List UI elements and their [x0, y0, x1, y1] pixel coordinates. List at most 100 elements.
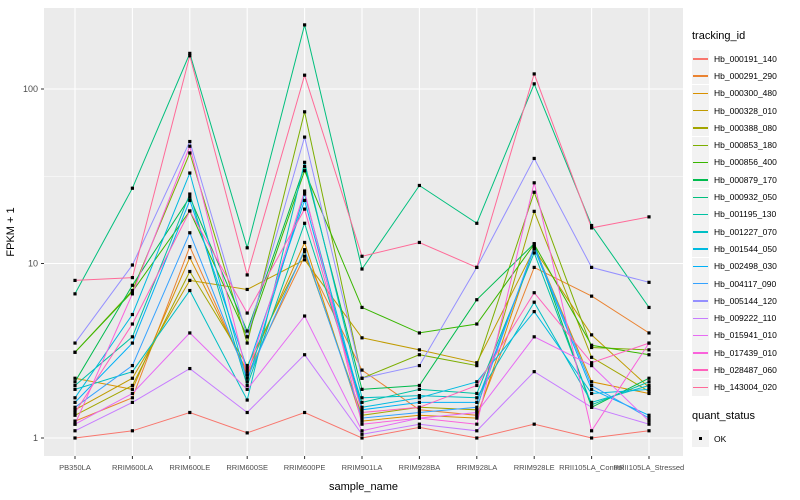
- data-point-Hb_009222_110: [245, 410, 249, 415]
- data-point-Hb_000300_480: [130, 387, 134, 391]
- legend-item-label: Hb_000853_180: [714, 140, 777, 151]
- legend-item-Hb_000853_180: Hb_000853_180: [692, 136, 798, 154]
- data-point-Hb_017439_010: [417, 416, 421, 420]
- data-point-Hb_017439_010: [360, 422, 364, 426]
- data-point-Hb_143004_020: [647, 215, 651, 219]
- legend-title-tracking-id: tracking_id: [692, 30, 746, 42]
- legend-title-quant-status: quant_status: [692, 409, 755, 422]
- data-point-Hb_009222_110: [73, 429, 77, 433]
- data-point-Hb_143004_020: [73, 278, 77, 283]
- data-point-Hb_000291_290: [303, 254, 307, 258]
- data-point-Hb_000932_050: [188, 51, 192, 55]
- legend-key-line-icon: [692, 50, 709, 68]
- data-point-Hb_000191_140: [245, 431, 249, 435]
- data-point-Hb_001227_070: [130, 370, 134, 374]
- x-tick-label: RRIM928LE: [514, 463, 555, 472]
- data-point-Hb_004117_090: [188, 231, 192, 235]
- legend-item-label: Hb_000300_480: [714, 88, 777, 99]
- data-point-Hb_004117_090: [590, 383, 594, 388]
- data-point-Hb_005144_120: [130, 263, 134, 267]
- data-point-Hb_001227_070: [73, 387, 77, 391]
- data-point-Hb_000291_290: [532, 265, 536, 269]
- data-point-Hb_002498_030: [303, 198, 307, 202]
- data-point-Hb_015941_010: [532, 335, 536, 339]
- data-point-Hb_001544_050: [245, 380, 249, 384]
- legend-line-swatch: [693, 300, 708, 302]
- legend-item-Hb_000328_010: Hb_000328_010: [692, 102, 798, 120]
- legend-item-label: Hb_143004_020: [714, 382, 777, 393]
- data-point-Hb_002498_030: [590, 387, 594, 391]
- data-point-Hb_009222_110: [303, 353, 307, 357]
- legend-item-label: Hb_000856_400: [714, 157, 777, 168]
- x-axis-title: sample_name: [329, 481, 398, 493]
- data-point-Hb_000856_400: [360, 305, 364, 310]
- data-point-Hb_028487_060: [532, 291, 536, 295]
- legend-key-line-icon: [692, 119, 709, 137]
- legend-key-line-icon: [692, 240, 709, 258]
- data-point-Hb_001195_130: [532, 251, 536, 255]
- data-point-Hb_001195_130: [647, 380, 651, 384]
- legend-line-swatch: [693, 334, 708, 337]
- legend-item-Hb_000856_400: Hb_000856_400: [692, 153, 798, 171]
- data-point-Hb_000388_080: [590, 355, 594, 359]
- legend-line-swatch: [693, 231, 708, 233]
- data-point-Hb_002498_030: [417, 400, 421, 404]
- legend-line-swatch: [693, 265, 708, 268]
- legend-item-label: Hb_028487_060: [714, 364, 777, 375]
- legend-line-swatch: [693, 196, 708, 198]
- data-point-Hb_009222_110: [532, 370, 536, 374]
- legend-item-Hb_017439_010: Hb_017439_010: [692, 344, 798, 362]
- legend-key-line-icon: [692, 188, 709, 206]
- data-point-Hb_000191_140: [360, 436, 364, 440]
- legend-line-swatch: [693, 75, 708, 77]
- legend-line-swatch: [693, 127, 708, 129]
- data-point-Hb_000328_010: [475, 361, 479, 365]
- data-point-Hb_002498_030: [73, 400, 77, 404]
- y-tick-label: 100: [23, 84, 38, 94]
- data-point-Hb_000300_480: [590, 380, 594, 384]
- data-point-Hb_000388_080: [188, 269, 192, 274]
- data-point-Hb_015941_010: [647, 419, 651, 423]
- legend-key-line-icon: [692, 292, 709, 310]
- x-tick-label: RRIM600SE: [226, 463, 268, 472]
- data-point-Hb_009222_110: [590, 405, 594, 409]
- data-point-Hb_001544_050: [590, 391, 594, 396]
- data-point-Hb_005144_120: [73, 341, 77, 345]
- legend-item-quant-OK: OK: [692, 430, 798, 448]
- legend-item-Hb_015941_010: Hb_015941_010: [692, 326, 798, 344]
- data-point-Hb_000191_140: [417, 425, 421, 430]
- black-square-marker-icon: [699, 437, 703, 441]
- data-point-Hb_015941_010: [188, 331, 192, 335]
- legend-item-label: Hb_000191_140: [714, 53, 777, 64]
- data-point-Hb_015941_010: [303, 314, 307, 318]
- data-point-Hb_000879_170: [73, 380, 77, 384]
- data-point-Hb_005144_120: [188, 139, 192, 144]
- data-point-Hb_000879_170: [417, 383, 421, 388]
- data-point-Hb_001544_050: [360, 405, 364, 409]
- y-axis-title: FPKM + 1: [5, 207, 17, 256]
- data-point-Hb_001195_130: [188, 192, 192, 196]
- data-point-Hb_000328_010: [130, 376, 134, 380]
- data-point-Hb_000856_400: [130, 290, 134, 294]
- legend-key-line-icon: [692, 344, 709, 362]
- data-point-Hb_000856_400: [73, 350, 77, 354]
- legend-item-Hb_143004_020: Hb_143004_020: [692, 378, 798, 396]
- legend-key-line-icon: [692, 361, 709, 379]
- legend-item-label: Hb_004117_090: [714, 278, 777, 289]
- data-point-Hb_015941_010: [475, 410, 479, 415]
- data-point-Hb_004117_090: [73, 405, 77, 409]
- legend-line-swatch: [693, 248, 708, 250]
- x-tick-label: RRIM600LE: [169, 463, 210, 472]
- data-point-Hb_009222_110: [417, 422, 421, 426]
- data-point-Hb_017439_010: [303, 189, 307, 193]
- data-point-Hb_000388_080: [303, 250, 307, 254]
- data-point-Hb_000879_170: [245, 329, 249, 333]
- data-point-Hb_000853_180: [647, 348, 651, 352]
- data-point-Hb_000856_400: [475, 322, 479, 326]
- data-point-Hb_000300_480: [647, 391, 651, 396]
- legend-line-swatch: [693, 58, 708, 60]
- legend-key-line-icon: [692, 223, 709, 241]
- data-point-Hb_009222_110: [130, 400, 134, 404]
